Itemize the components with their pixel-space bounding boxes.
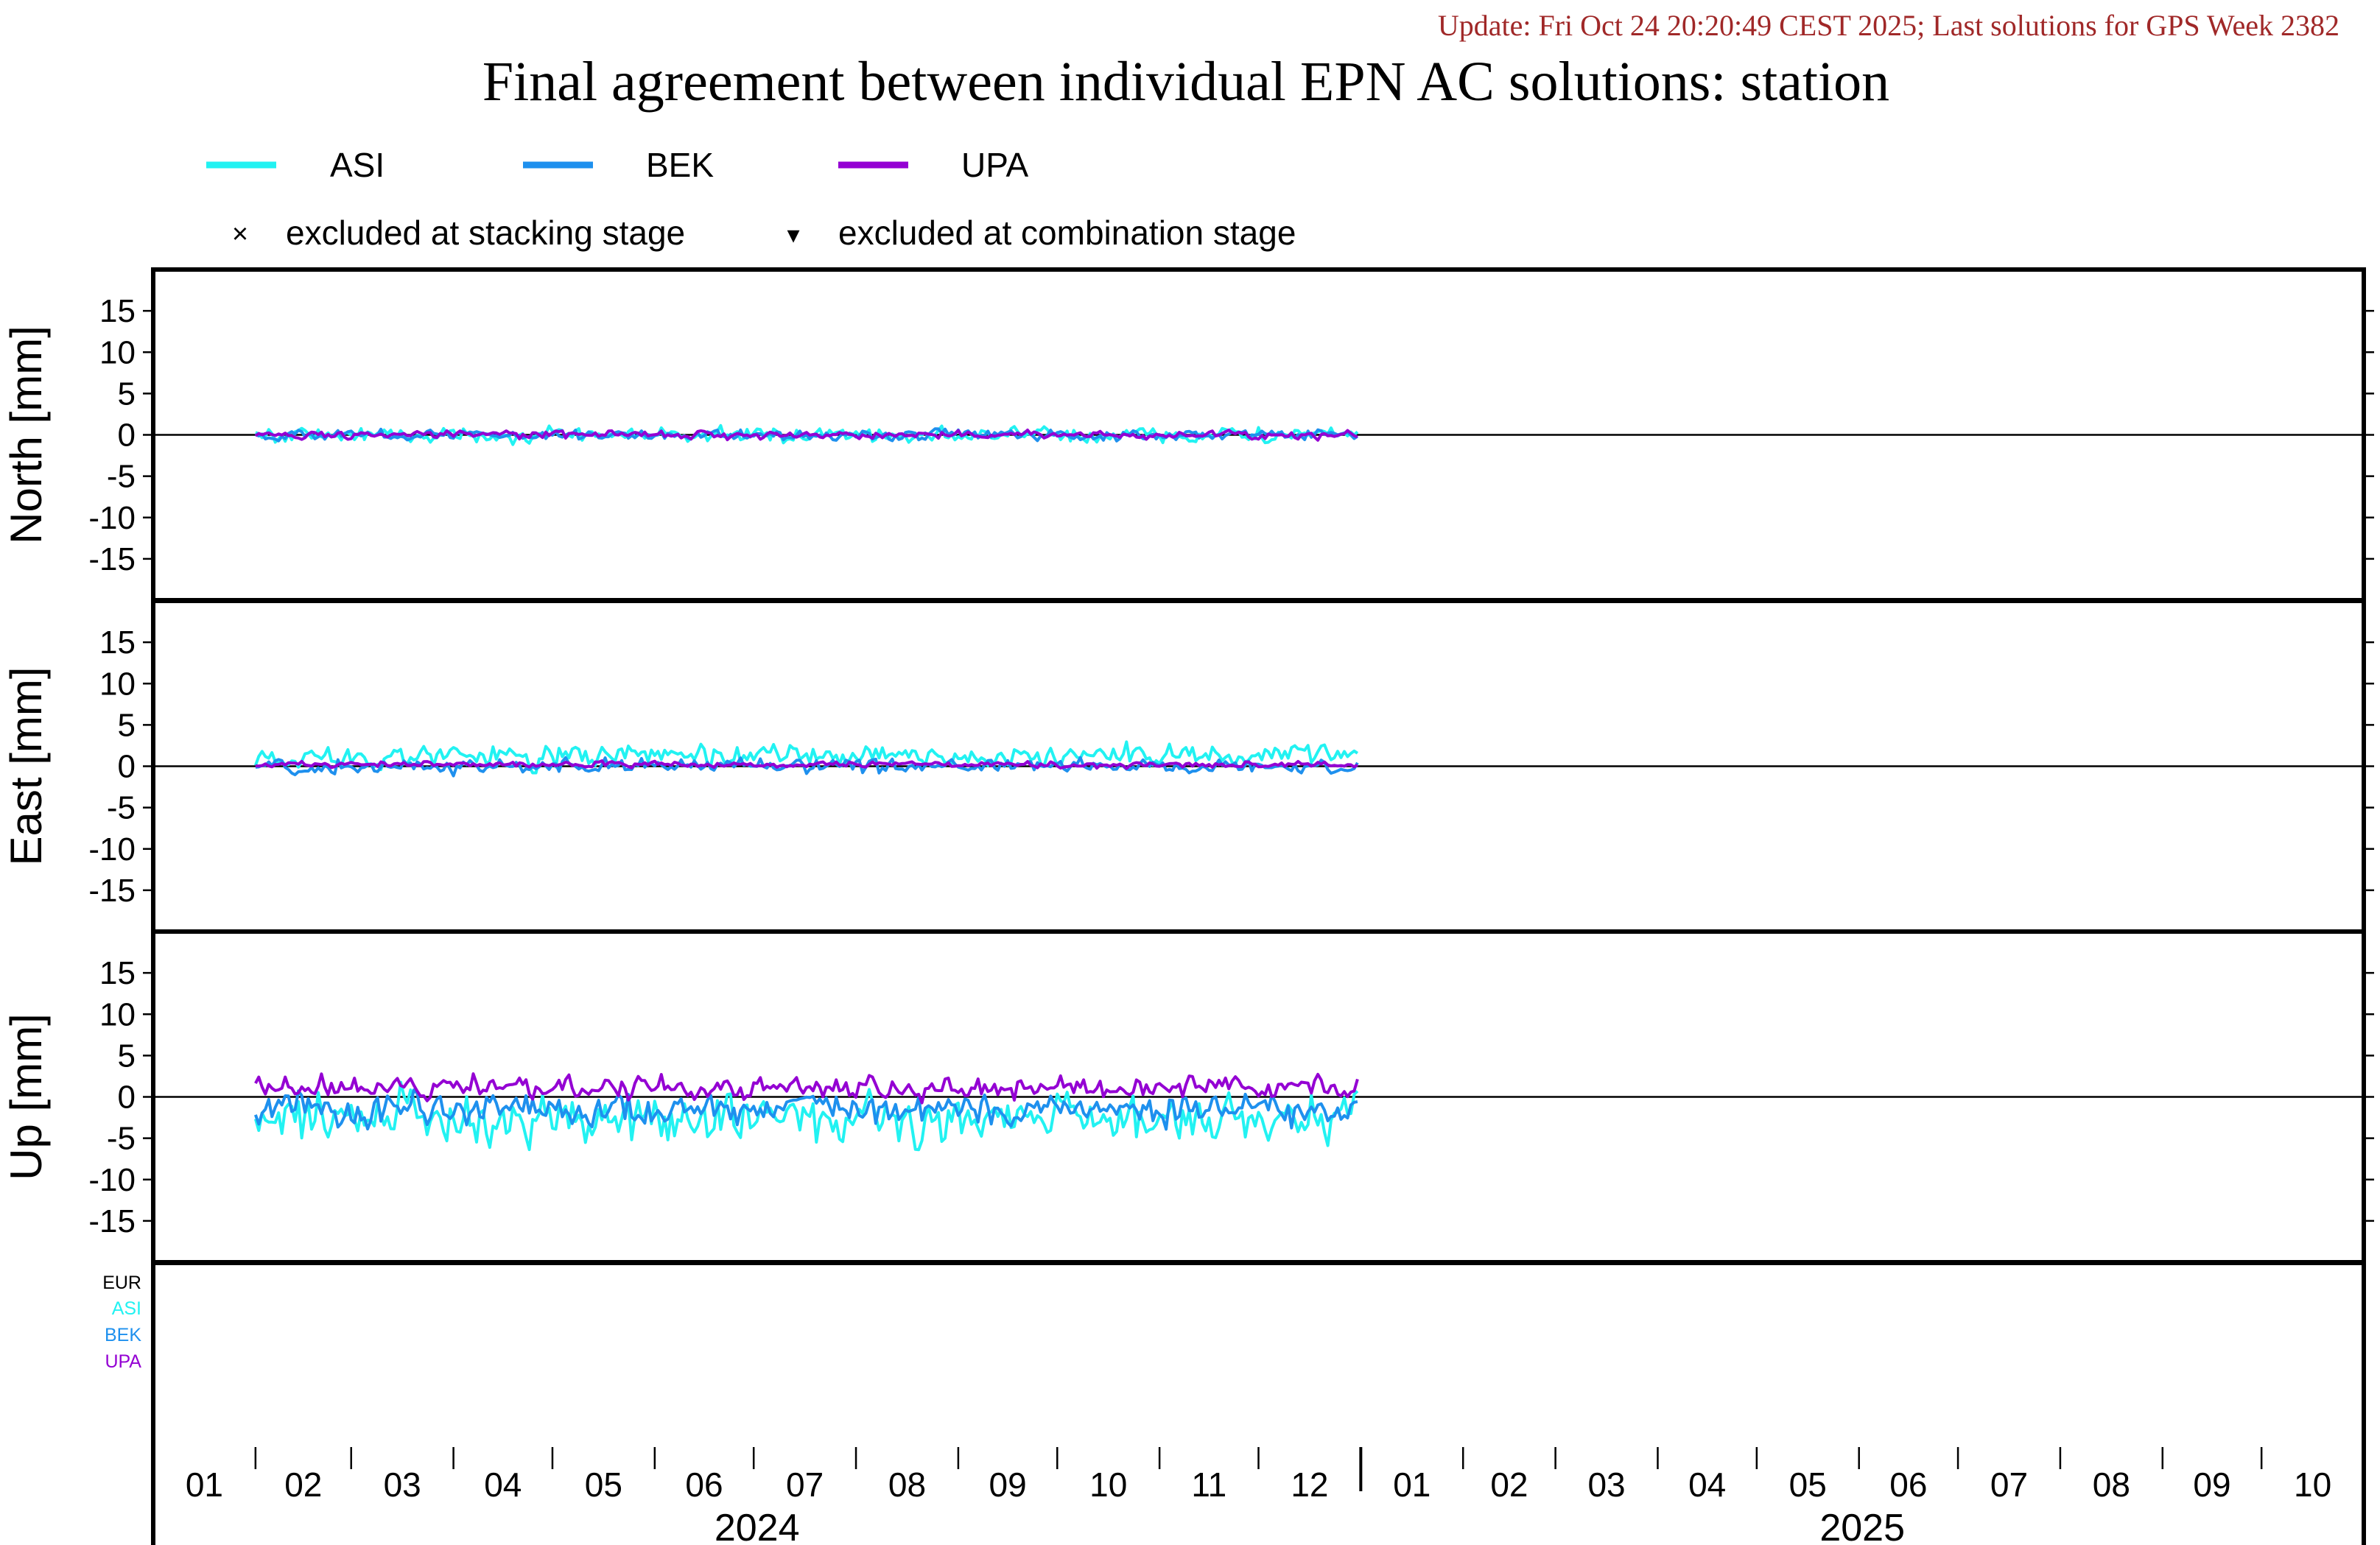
series-line-bek-east — [255, 756, 1359, 778]
y-axis-label: East [mm] — [1, 666, 51, 865]
x-month-label: 10 — [1089, 1465, 1127, 1504]
x-month-label: 09 — [989, 1465, 1027, 1504]
x-year-label: 2025 — [1819, 1507, 1905, 1545]
x-month-label: 06 — [1889, 1465, 1927, 1504]
y-tick-label: 15 — [99, 293, 136, 329]
x-month-label: 06 — [685, 1465, 723, 1504]
chart-title: Final agreement between individual EPN A… — [482, 51, 1889, 113]
x-month-label: 07 — [1990, 1465, 2028, 1504]
x-month-label: 05 — [585, 1465, 622, 1504]
x-month-label: 08 — [2093, 1465, 2130, 1504]
y-tick-label: 10 — [99, 666, 136, 702]
y-tick-label: 15 — [99, 624, 136, 661]
y-tick-label: -10 — [88, 1162, 136, 1198]
x-month-label: 09 — [2193, 1465, 2230, 1504]
stacking-marker-icon: × — [232, 219, 248, 250]
x-month-label: 12 — [1291, 1465, 1328, 1504]
x-month-label: 02 — [1490, 1465, 1528, 1504]
x-month-label: 01 — [186, 1465, 223, 1504]
bottom-label-bek: BEK — [105, 1325, 141, 1345]
series-line-upa-east — [255, 759, 1358, 770]
bottom-label-asi: ASI — [112, 1298, 141, 1319]
series-line-upa-up — [254, 1072, 1359, 1105]
x-month-label: 04 — [1688, 1465, 1726, 1504]
panel-north: 15 10 5 0 -5 -10 -15 North [mm] — [1, 293, 2374, 577]
y-tick-label: -5 — [107, 790, 136, 826]
y-tick-label: 5 — [118, 1038, 136, 1074]
x-month-label: 05 — [1789, 1465, 1827, 1504]
y-tick-label: 15 — [99, 955, 136, 991]
x-year-label: 2024 — [715, 1507, 800, 1545]
x-month-label: 07 — [786, 1465, 824, 1504]
combination-marker-label: excluded at combination stage — [838, 214, 1296, 252]
bottom-panel-labels: EUR ASI BEK UPA — [102, 1273, 141, 1372]
y-tick-label: -10 — [88, 831, 136, 867]
bottom-label-upa: UPA — [105, 1351, 141, 1372]
legend-label-asi: ASI — [330, 146, 385, 184]
y-tick-label: -15 — [88, 541, 136, 577]
series-line-bek-up — [254, 1088, 1358, 1131]
x-month-label: 03 — [1587, 1465, 1625, 1504]
x-month-label: 08 — [888, 1465, 926, 1504]
x-month-label: 04 — [484, 1465, 522, 1504]
y-tick-label: 5 — [118, 376, 136, 412]
y-tick-label: 5 — [118, 707, 136, 743]
x-month-label: 11 — [1191, 1465, 1226, 1504]
panel-up: 15 10 5 0 -5 -10 -15 Up [mm] — [1, 955, 2374, 1239]
y-tick-label: 0 — [118, 1080, 136, 1116]
series-line-asi-up — [253, 1080, 1359, 1152]
y-axis-label: North [mm] — [1, 325, 51, 544]
series-line-asi-east — [254, 740, 1359, 775]
x-month-label: 01 — [1393, 1465, 1431, 1504]
y-tick-label: 0 — [118, 418, 136, 454]
combination-marker-icon: ▾ — [787, 221, 799, 249]
update-text: Update: Fri Oct 24 20:20:49 CEST 2025; L… — [1438, 9, 2339, 42]
y-tick-label: 10 — [99, 334, 136, 370]
x-month-label: 03 — [384, 1465, 421, 1504]
x-month-label: 02 — [284, 1465, 322, 1504]
y-tick-label: -15 — [88, 1203, 136, 1239]
legend: ASI BEK UPA × excluded at stacking stage… — [206, 146, 1296, 252]
y-tick-label: -5 — [107, 1121, 136, 1157]
legend-label-upa: UPA — [961, 146, 1028, 184]
y-tick-label: -10 — [88, 500, 136, 536]
y-tick-label: -15 — [88, 873, 136, 909]
y-tick-label: 0 — [118, 749, 136, 785]
series-line-upa-north — [254, 429, 1358, 442]
panel-frame — [151, 1261, 2366, 1545]
legend-label-bek: BEK — [646, 146, 714, 184]
stacking-marker-label: excluded at stacking stage — [286, 214, 685, 252]
y-tick-label: -5 — [107, 459, 136, 495]
x-month-label: 10 — [2294, 1465, 2331, 1504]
bottom-label-eur: EUR — [102, 1273, 141, 1293]
panel-east: 15 10 5 0 -5 -10 -15 East [mm] — [1, 624, 2374, 909]
y-axis-label: Up [mm] — [1, 1013, 51, 1180]
y-tick-label: 10 — [99, 996, 136, 1032]
